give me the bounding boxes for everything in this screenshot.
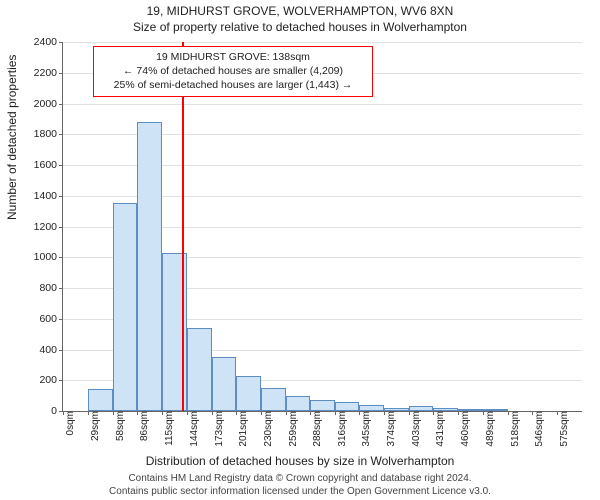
x-tick-label: 518sqm — [508, 411, 521, 447]
y-tick-mark — [59, 350, 63, 351]
gridline — [63, 104, 582, 105]
y-tick-mark — [59, 196, 63, 197]
x-tick-label: 144sqm — [187, 411, 200, 447]
x-tick-label: 460sqm — [458, 411, 471, 447]
histogram-bar — [335, 402, 360, 411]
footer-line1: Contains HM Land Registry data © Crown c… — [0, 473, 600, 486]
plot-area: 19 MIDHURST GROVE: 138sqm ← 74% of detac… — [62, 42, 582, 412]
x-tick-label: 288sqm — [310, 411, 323, 447]
histogram-bar — [88, 389, 113, 411]
y-axis-label: Number of detached properties — [5, 55, 19, 220]
x-tick-label: 115sqm — [162, 411, 175, 446]
x-tick-label: 316sqm — [335, 411, 348, 447]
histogram-bar — [236, 376, 261, 411]
y-tick-mark — [59, 165, 63, 166]
histogram-bar — [113, 203, 137, 411]
y-tick-mark — [59, 319, 63, 320]
chart-container: 19, MIDHURST GROVE, WOLVERHAMPTON, WV6 8… — [0, 0, 600, 500]
chart-title-line1: 19, MIDHURST GROVE, WOLVERHAMPTON, WV6 8… — [0, 0, 600, 18]
footer-attribution: Contains HM Land Registry data © Crown c… — [0, 473, 600, 498]
x-tick-label: 29sqm — [88, 411, 101, 441]
histogram-bar — [310, 400, 334, 411]
footer-line2: Contains public sector information licen… — [0, 486, 600, 499]
y-tick-mark — [59, 134, 63, 135]
x-tick-label: 201sqm — [236, 411, 249, 447]
x-tick-label: 374sqm — [384, 411, 397, 447]
histogram-bar — [187, 328, 212, 411]
y-tick-mark — [59, 227, 63, 228]
x-tick-label: 0sqm — [63, 411, 76, 435]
gridline — [63, 42, 582, 43]
x-tick-label: 546sqm — [532, 411, 545, 447]
x-axis-label: Distribution of detached houses by size … — [0, 454, 600, 468]
histogram-bar — [286, 396, 311, 411]
x-tick-label: 230sqm — [261, 411, 274, 447]
histogram-bar — [212, 357, 236, 411]
annotation-line2: ← 74% of detached houses are smaller (4,… — [100, 64, 366, 78]
y-tick-mark — [59, 42, 63, 43]
x-tick-label: 403sqm — [409, 411, 422, 447]
y-tick-mark — [59, 73, 63, 74]
annotation-line3: 25% of semi-detached houses are larger (… — [100, 78, 366, 92]
annotation-box: 19 MIDHURST GROVE: 138sqm ← 74% of detac… — [93, 46, 373, 97]
annotation-line1: 19 MIDHURST GROVE: 138sqm — [100, 50, 366, 64]
y-tick-mark — [59, 257, 63, 258]
y-tick-mark — [59, 104, 63, 105]
x-tick-label: 259sqm — [286, 411, 299, 447]
x-tick-label: 489sqm — [483, 411, 496, 447]
chart-title-line2: Size of property relative to detached ho… — [0, 18, 600, 34]
x-tick-label: 575sqm — [557, 411, 570, 447]
y-tick-mark — [59, 380, 63, 381]
histogram-bar — [261, 388, 286, 411]
x-tick-label: 431sqm — [433, 411, 446, 447]
x-tick-label: 173sqm — [212, 411, 225, 447]
x-tick-label: 86sqm — [137, 411, 150, 441]
property-marker-line — [182, 42, 184, 411]
x-tick-label: 345sqm — [359, 411, 372, 447]
histogram-bar — [137, 122, 162, 411]
x-tick-label: 58sqm — [113, 411, 126, 441]
y-tick-mark — [59, 288, 63, 289]
